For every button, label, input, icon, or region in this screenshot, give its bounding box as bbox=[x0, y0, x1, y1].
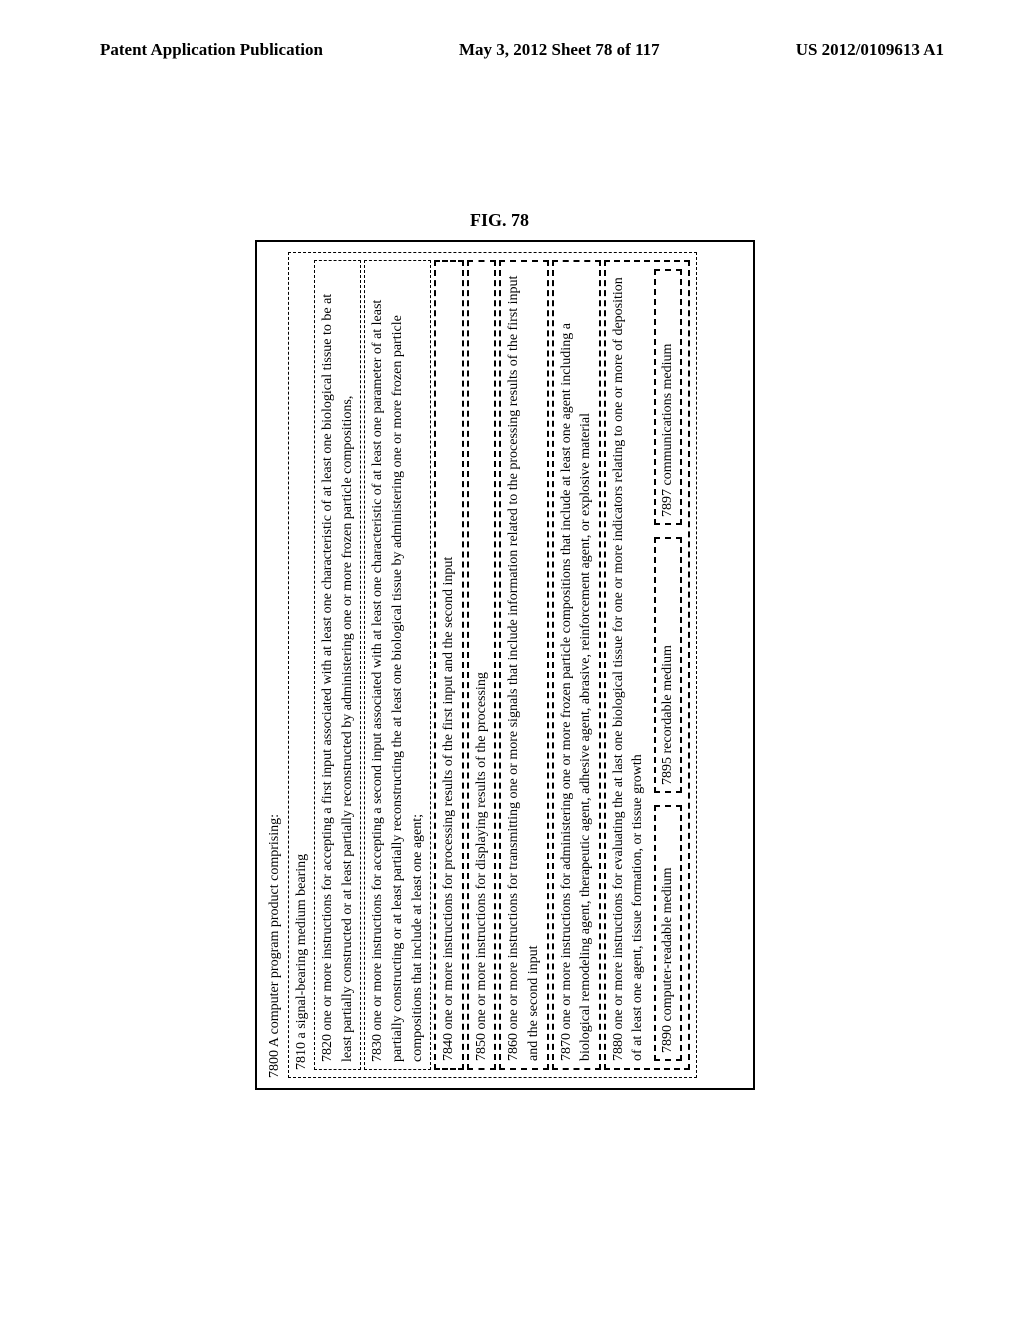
box-7880-text: 7880 one or more instructions for evalua… bbox=[609, 269, 648, 1061]
figure-area: FIG. 78 7800 A computer program product … bbox=[260, 240, 760, 1090]
claim-outer-box: 7800 A computer program product comprisi… bbox=[255, 240, 755, 1090]
box-7850: 7850 one or more instructions for displa… bbox=[467, 260, 497, 1070]
box-7897: 7897 communications medium bbox=[654, 269, 682, 525]
figure-label: FIG. 78 bbox=[470, 210, 529, 231]
box-7830: 7830 one or more instructions for accept… bbox=[364, 260, 431, 1070]
header-left: Patent Application Publication bbox=[100, 40, 323, 60]
box-7840: 7840 one or more instructions for proces… bbox=[434, 260, 464, 1070]
box-7860: 7860 one or more instructions for transm… bbox=[499, 260, 548, 1070]
header-center: May 3, 2012 Sheet 78 of 117 bbox=[459, 40, 660, 60]
box-7880: 7880 one or more instructions for evalua… bbox=[604, 260, 690, 1070]
claim-title: 7800 A computer program product comprisi… bbox=[265, 252, 285, 1078]
box-7895: 7895 recordable medium bbox=[654, 537, 682, 793]
box-7810: 7810 a signal-bearing medium bearing 782… bbox=[288, 252, 697, 1078]
box-7870: 7870 one or more instructions for admini… bbox=[552, 260, 601, 1070]
box-7810-text: 7810 a signal-bearing medium bearing bbox=[292, 260, 312, 1070]
page-header: Patent Application Publication May 3, 20… bbox=[0, 0, 1024, 60]
box-7890: 7890 computer-readable medium bbox=[654, 805, 682, 1061]
header-right: US 2012/0109613 A1 bbox=[796, 40, 944, 60]
box-7820: 7820 one or more instructions for accept… bbox=[314, 260, 361, 1070]
medium-row: 7890 computer-readable medium 7895 recor… bbox=[651, 269, 685, 1061]
